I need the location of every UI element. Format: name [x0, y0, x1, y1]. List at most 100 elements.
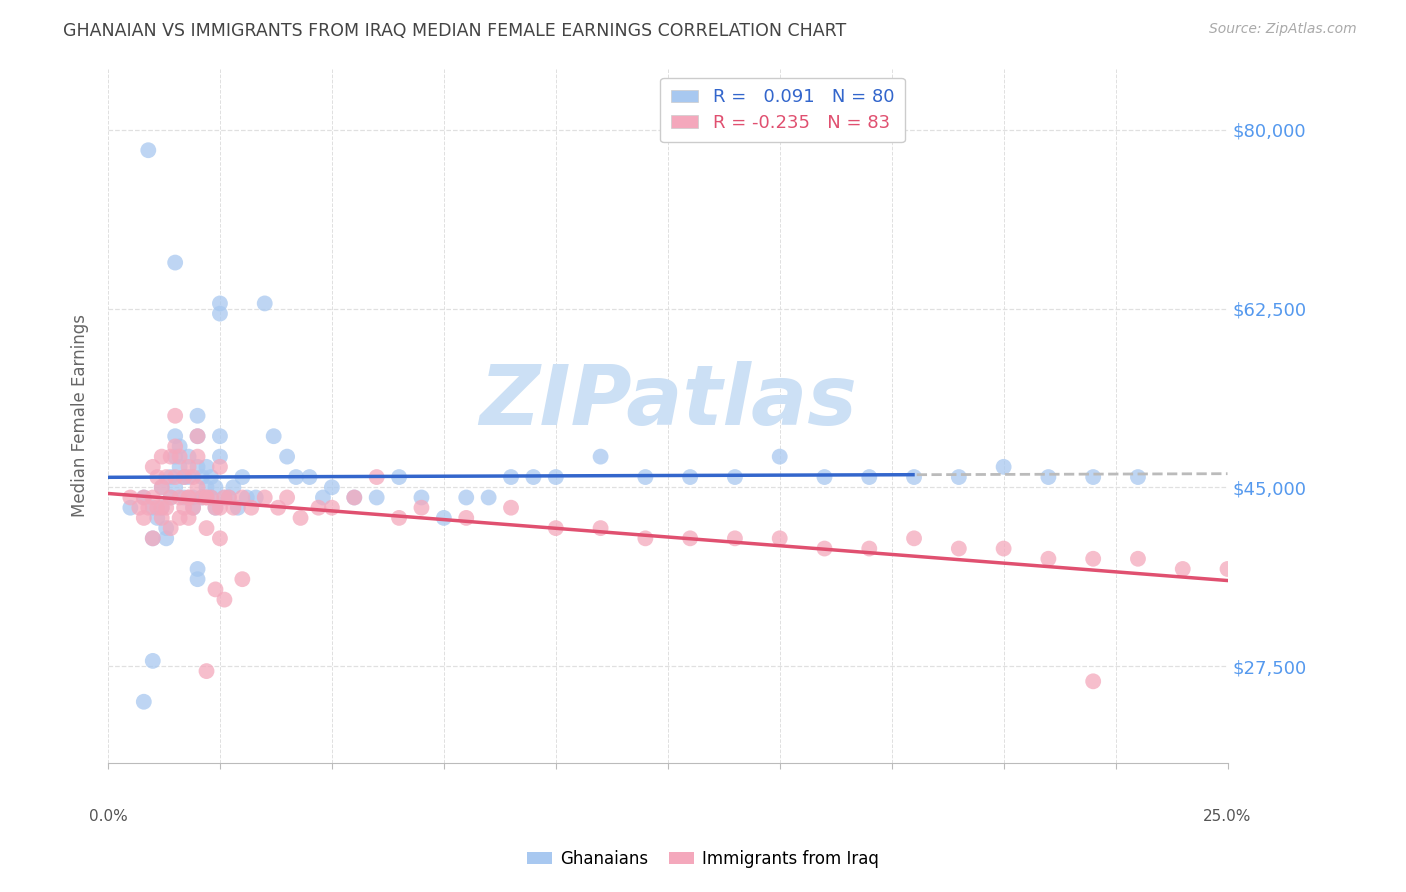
Point — [1171, 562, 1194, 576]
Point — [208, 296, 231, 310]
Point — [499, 470, 522, 484]
Point — [142, 532, 165, 546]
Point — [321, 480, 343, 494]
Point — [236, 491, 259, 505]
Point — [159, 491, 181, 505]
Text: GHANAIAN VS IMMIGRANTS FROM IRAQ MEDIAN FEMALE EARNINGS CORRELATION CHART: GHANAIAN VS IMMIGRANTS FROM IRAQ MEDIAN … — [63, 22, 846, 40]
Point — [195, 521, 218, 535]
Point — [142, 500, 165, 515]
Point — [187, 429, 209, 443]
Point — [634, 470, 657, 484]
Point — [169, 511, 191, 525]
Point — [222, 480, 245, 494]
Point — [132, 491, 155, 505]
Point — [150, 511, 173, 525]
Point — [679, 532, 702, 546]
Point — [253, 491, 276, 505]
Point — [195, 491, 218, 505]
Point — [187, 562, 209, 576]
Point — [142, 532, 165, 546]
Point — [155, 500, 177, 515]
Point — [169, 439, 191, 453]
Point — [343, 491, 366, 505]
Point — [411, 500, 433, 515]
Point — [634, 532, 657, 546]
Point — [155, 470, 177, 484]
Point — [187, 480, 209, 494]
Point — [589, 521, 612, 535]
Point — [208, 532, 231, 546]
Point — [388, 470, 411, 484]
Point — [1083, 551, 1105, 566]
Point — [522, 470, 544, 484]
Point — [204, 500, 226, 515]
Point — [308, 500, 330, 515]
Point — [1216, 562, 1239, 576]
Point — [267, 500, 290, 515]
Point — [177, 459, 200, 474]
Point — [1083, 470, 1105, 484]
Point — [478, 491, 501, 505]
Point — [544, 470, 567, 484]
Point — [321, 500, 343, 515]
Point — [343, 491, 366, 505]
Point — [169, 450, 191, 464]
Point — [150, 480, 173, 494]
Point — [411, 491, 433, 505]
Point — [165, 439, 187, 453]
Point — [132, 491, 155, 505]
Point — [181, 491, 204, 505]
Point — [200, 491, 222, 505]
Point — [366, 491, 388, 505]
Point — [150, 480, 173, 494]
Point — [169, 491, 191, 505]
Point — [214, 491, 236, 505]
Point — [150, 500, 173, 515]
Point — [181, 500, 204, 515]
Point — [903, 470, 925, 484]
Point — [903, 532, 925, 546]
Point — [222, 500, 245, 515]
Point — [187, 429, 209, 443]
Text: 25.0%: 25.0% — [1204, 809, 1251, 824]
Point — [208, 307, 231, 321]
Legend: Ghanaians, Immigrants from Iraq: Ghanaians, Immigrants from Iraq — [520, 844, 886, 875]
Point — [187, 459, 209, 474]
Point — [195, 459, 218, 474]
Point — [245, 491, 267, 505]
Point — [187, 450, 209, 464]
Point — [191, 491, 214, 505]
Point — [204, 480, 226, 494]
Point — [173, 470, 195, 484]
Point — [544, 521, 567, 535]
Point — [146, 500, 169, 515]
Text: 0.0%: 0.0% — [89, 809, 128, 824]
Point — [142, 491, 165, 505]
Point — [200, 470, 222, 484]
Point — [165, 450, 187, 464]
Point — [159, 521, 181, 535]
Point — [208, 450, 231, 464]
Point — [191, 470, 214, 484]
Point — [177, 511, 200, 525]
Point — [159, 470, 181, 484]
Point — [159, 491, 181, 505]
Point — [253, 296, 276, 310]
Point — [1038, 551, 1060, 566]
Point — [136, 500, 159, 515]
Point — [589, 450, 612, 464]
Point — [285, 470, 308, 484]
Point — [191, 491, 214, 505]
Point — [1126, 551, 1149, 566]
Point — [813, 541, 835, 556]
Point — [165, 255, 187, 269]
Point — [173, 491, 195, 505]
Point — [948, 541, 970, 556]
Point — [214, 491, 236, 505]
Point — [177, 470, 200, 484]
Point — [177, 491, 200, 505]
Point — [120, 500, 142, 515]
Point — [499, 500, 522, 515]
Point — [177, 450, 200, 464]
Point — [128, 500, 150, 515]
